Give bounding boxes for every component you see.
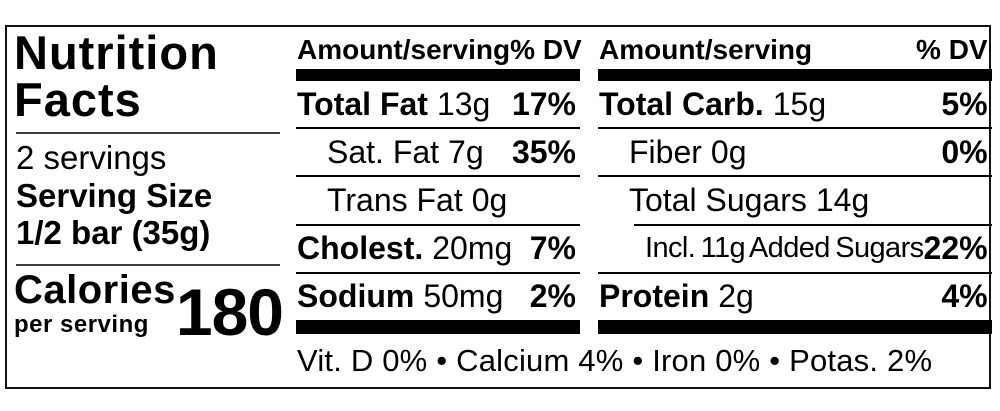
row-divider xyxy=(296,223,580,226)
row-divider xyxy=(598,175,992,178)
nutrient-name: Trans Fat 0g xyxy=(327,182,508,218)
nutrient-column-fat: Amount/serving % DV Total Fat 13g 17% Sat… xyxy=(296,27,582,334)
nutrient-dv: 2% xyxy=(529,278,576,315)
row-cholesterol: Cholest. 20mg 7% xyxy=(296,226,580,272)
nutrient-dv: 4% xyxy=(941,278,988,315)
header-separator-bar xyxy=(296,69,580,81)
serving-size-label: Serving Size xyxy=(16,176,213,214)
row-total-fat: Total Fat 13g 17% xyxy=(296,81,580,127)
nutrient-column-carb: Amount/serving % DV Total Carb. 15g 5% Fi… xyxy=(598,27,992,334)
nutrient-name: Protein 2g xyxy=(599,278,754,315)
row-total-carb: Total Carb. 15g 5% xyxy=(598,81,992,127)
amount-per-serving-header: Amount/serving xyxy=(599,34,813,65)
footer-separator-bar xyxy=(598,320,992,334)
column-header: Amount/serving % DV xyxy=(296,27,582,69)
nutrient-name: Fiber 0g xyxy=(629,133,747,170)
nutrient-name: Incl. 11g Added Sugars xyxy=(645,232,924,265)
row-divider-indented xyxy=(634,223,992,226)
calories-value: 180 xyxy=(175,275,284,350)
nutrient-dv: 17% xyxy=(511,85,576,122)
column-header: Amount/serving % DV xyxy=(598,27,992,69)
row-total-sugars: Total Sugars 14g xyxy=(598,177,992,223)
calories-per-serving-label: per serving xyxy=(14,310,149,338)
nutrient-section: Amount/serving % DV Total Fat 13g 17% Sat… xyxy=(291,27,992,387)
percent-dv-header: % DV xyxy=(510,34,582,65)
row-added-sugars: Incl. 11g Added Sugars 22% xyxy=(598,226,992,272)
nutrient-name: Total Fat 13g xyxy=(297,85,491,122)
row-divider xyxy=(296,175,580,178)
calories-row: Calories per serving 180 xyxy=(14,270,291,350)
vitamins-footer: Vit. D 0% • Calcium 4% • Iron 0% • Potas… xyxy=(297,342,933,378)
label-title: Nutrition Facts xyxy=(14,26,219,126)
row-divider xyxy=(296,127,580,130)
row-divider xyxy=(296,271,580,274)
nutrient-name: Total Carb. 15g xyxy=(599,85,827,122)
nutrient-name: Cholest. 20mg xyxy=(297,230,513,267)
nutrient-dv: 35% xyxy=(511,133,576,170)
row-fiber: Fiber 0g 0% xyxy=(598,129,992,175)
serving-size-value: 1/2 bar (35g) xyxy=(16,213,211,251)
nutrient-name: Total Sugars 14g xyxy=(629,182,870,218)
nutrient-dv: 7% xyxy=(529,230,576,267)
row-protein: Protein 2g 4% xyxy=(598,274,992,320)
nutrient-rows: Total Carb. 15g 5% Fiber 0g 0% Total Sugar… xyxy=(598,81,992,320)
row-divider xyxy=(598,127,992,130)
left-panel: Nutrition Facts 2 servings Serving Size … xyxy=(7,27,291,387)
nutrient-name: Sodium 50mg xyxy=(297,278,504,315)
nutrient-dv: 0% xyxy=(941,133,988,170)
header-separator-bar xyxy=(598,69,992,81)
percent-dv-header: % DV xyxy=(916,34,988,65)
row-divider xyxy=(598,271,992,274)
nutrient-dv: 22% xyxy=(923,230,988,267)
nutrient-name: Sat. Fat 7g xyxy=(327,133,484,170)
nutrient-dv: 5% xyxy=(941,85,988,122)
calories-text: Calories per serving xyxy=(14,270,176,340)
divider xyxy=(16,132,280,135)
amount-per-serving-header: Amount/serving xyxy=(297,34,511,65)
servings-count: 2 servings xyxy=(16,139,167,177)
nutrition-facts-label: Nutrition Facts 2 servings Serving Size … xyxy=(5,25,992,389)
nutrient-rows: Total Fat 13g 17% Sat. Fat 7g 35% Trans Fa… xyxy=(296,81,580,320)
footer-separator-bar xyxy=(296,320,580,334)
divider xyxy=(16,263,280,266)
row-trans-fat: Trans Fat 0g xyxy=(296,177,580,223)
row-sodium: Sodium 50mg 2% xyxy=(296,274,580,320)
nutrient-columns: Amount/serving % DV Total Fat 13g 17% Sat… xyxy=(296,27,992,334)
row-sat-fat: Sat. Fat 7g 35% xyxy=(296,129,580,175)
calories-label: Calories xyxy=(14,267,176,312)
